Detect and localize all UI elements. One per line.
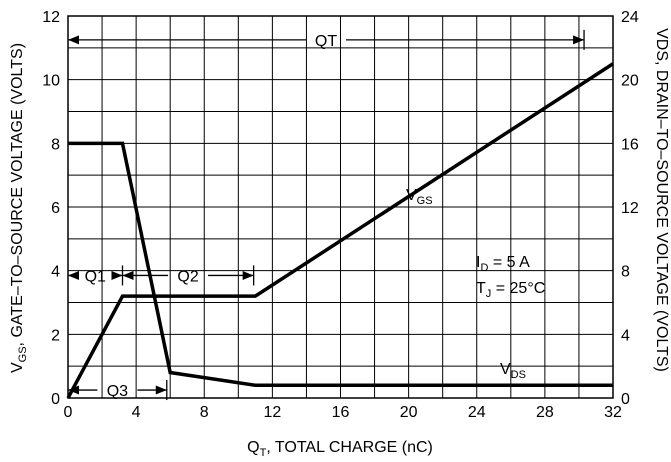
x-tick-label: 4 — [132, 404, 141, 421]
x-axis-label: QT, TOTAL CHARGE (nC) — [247, 439, 433, 459]
right-y-tick-label: 20 — [621, 73, 639, 90]
q1-arrow-head — [111, 270, 123, 280]
vds-curve — [68, 141, 613, 388]
left-y-tick-label: 12 — [42, 9, 60, 26]
q2-label: Q2 — [177, 268, 198, 285]
qt-arrow-head — [68, 35, 79, 45]
x-tick-label: 20 — [400, 404, 418, 421]
left-y-tick-label: 4 — [51, 264, 60, 281]
vgs-series-label: VGS — [406, 187, 433, 207]
right-y-tick-label: 0 — [621, 391, 630, 408]
right-y-tick-label: 8 — [621, 264, 630, 281]
vds-series-label: VDS — [500, 361, 526, 381]
right-y-tick-label: 12 — [621, 200, 639, 217]
q2-arrow-head — [122, 270, 134, 280]
q3-label: Q3 — [107, 383, 128, 400]
series-layer — [66, 62, 614, 399]
x-tick-label: 16 — [332, 404, 350, 421]
vgs-curve — [66, 62, 614, 399]
q1-label: Q1 — [85, 268, 106, 285]
qt-label: QT — [315, 33, 337, 50]
left-y-tick-label: 0 — [51, 391, 60, 408]
left-y-tick-label: 8 — [51, 136, 60, 153]
right-y-tick-label: 24 — [621, 9, 639, 26]
x-tick-label: 12 — [263, 404, 281, 421]
left-y-tick-label: 10 — [42, 73, 60, 90]
grid — [67, 15, 614, 399]
right-y-tick-label: 4 — [621, 327, 630, 344]
left-y-tick-label: 2 — [51, 327, 60, 344]
plot-frame — [67, 15, 614, 399]
charge-markers: QT Q1 Q2 Q3 — [68, 29, 585, 401]
left-y-axis-label: VGS, GATE–TO–SOURCE VOLTAGE (VOLTS) — [9, 43, 29, 373]
q1-arrow-head — [68, 270, 79, 280]
x-tick-label: 28 — [536, 404, 554, 421]
x-tick-label: 24 — [468, 404, 486, 421]
x-tick-label: 8 — [200, 404, 209, 421]
q3-arrow-head — [155, 385, 167, 395]
x-tick-label: 32 — [604, 404, 622, 421]
right-y-tick-label: 16 — [621, 136, 639, 153]
q3-arrow-head — [68, 385, 79, 395]
qt-arrow-head — [573, 35, 585, 45]
drain-current-condition: ID = 5 A — [476, 254, 530, 274]
left-y-tick-label: 6 — [51, 200, 60, 217]
x-tick-label: 0 — [64, 404, 73, 421]
right-y-axis-label: VDS, DRAIN–TO–SOURCE VOLTAGE (VOLTS) — [653, 28, 670, 372]
q2-arrow-head — [242, 270, 254, 280]
junction-temp-condition: TJ = 25°C — [476, 280, 545, 300]
